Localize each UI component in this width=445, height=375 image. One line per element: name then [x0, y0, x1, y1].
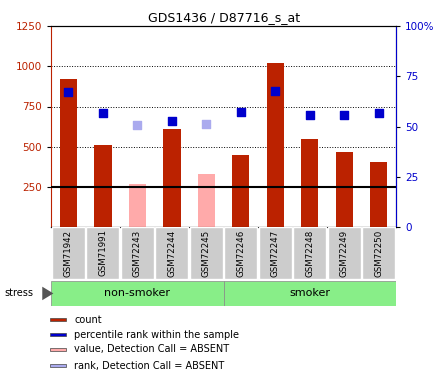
FancyBboxPatch shape — [190, 227, 223, 279]
Point — [203, 121, 210, 127]
FancyBboxPatch shape — [52, 227, 85, 279]
Text: GSM72245: GSM72245 — [202, 230, 211, 277]
Point — [99, 110, 106, 116]
Text: GSM71991: GSM71991 — [98, 230, 107, 276]
Bar — [301, 139, 319, 227]
Point — [237, 109, 244, 115]
FancyBboxPatch shape — [51, 281, 224, 306]
Point — [341, 112, 348, 118]
Bar — [267, 63, 284, 227]
Point — [375, 110, 382, 116]
Bar — [94, 145, 112, 227]
FancyBboxPatch shape — [293, 227, 326, 279]
Text: GSM72247: GSM72247 — [271, 230, 280, 277]
FancyBboxPatch shape — [328, 227, 361, 279]
Point — [65, 89, 72, 95]
Text: GSM71942: GSM71942 — [64, 230, 73, 277]
FancyBboxPatch shape — [121, 227, 154, 279]
FancyBboxPatch shape — [224, 281, 396, 306]
Bar — [232, 154, 250, 227]
Text: rank, Detection Call = ABSENT: rank, Detection Call = ABSENT — [74, 360, 225, 370]
Text: percentile rank within the sample: percentile rank within the sample — [74, 330, 239, 339]
FancyBboxPatch shape — [224, 227, 257, 279]
FancyBboxPatch shape — [259, 227, 292, 279]
Bar — [336, 152, 353, 227]
Point — [272, 88, 279, 94]
Bar — [50, 364, 66, 367]
Bar — [50, 348, 66, 351]
Polygon shape — [42, 286, 53, 300]
Text: stress: stress — [4, 288, 33, 298]
Text: GSM72249: GSM72249 — [340, 230, 349, 277]
Point — [168, 118, 175, 124]
Text: count: count — [74, 315, 102, 325]
Text: GSM72250: GSM72250 — [374, 230, 383, 277]
Bar — [129, 183, 146, 227]
Point — [306, 112, 313, 118]
Bar — [60, 79, 77, 227]
Text: GSM72246: GSM72246 — [236, 230, 245, 277]
FancyBboxPatch shape — [362, 227, 395, 279]
Bar — [50, 318, 66, 321]
Title: GDS1436 / D87716_s_at: GDS1436 / D87716_s_at — [148, 11, 299, 24]
Text: value, Detection Call = ABSENT: value, Detection Call = ABSENT — [74, 344, 230, 354]
Text: non-smoker: non-smoker — [105, 288, 170, 298]
Text: GSM72244: GSM72244 — [167, 230, 176, 277]
Bar — [198, 174, 215, 227]
Point — [134, 122, 141, 128]
Bar — [163, 129, 181, 227]
Bar — [370, 162, 388, 227]
Text: GSM72248: GSM72248 — [305, 230, 314, 277]
FancyBboxPatch shape — [86, 227, 119, 279]
Text: GSM72243: GSM72243 — [133, 230, 142, 277]
FancyBboxPatch shape — [155, 227, 188, 279]
Bar — [50, 333, 66, 336]
Text: smoker: smoker — [289, 288, 330, 298]
